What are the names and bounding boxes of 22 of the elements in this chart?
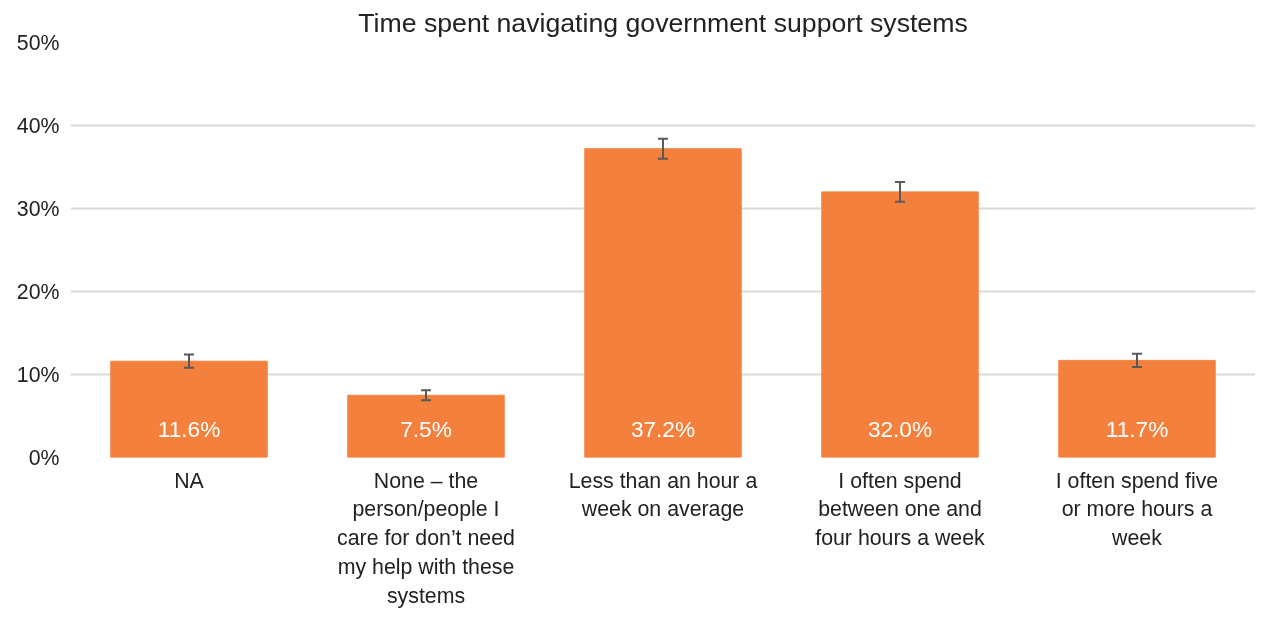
data-label: 11.7% (1105, 415, 1169, 442)
data-label: 32.0% (867, 415, 933, 442)
y-tick-label: 0% (28, 445, 60, 470)
y-tick-label: 10% (16, 362, 60, 387)
bar (584, 148, 742, 458)
bar (347, 394, 505, 458)
bar (1058, 359, 1216, 458)
x-tick-label: None – the person/people I care for don’t need my help with these systems (337, 468, 515, 608)
y-tick-label: 50% (16, 30, 60, 55)
x-tick-label: Less than an hour a week on average (568, 468, 758, 522)
x-tick-label: I often spend between one and four hours a week (815, 468, 986, 551)
chart-title: Time spent navigating government support systems (358, 7, 968, 38)
y-tick-label: 40% (16, 113, 60, 138)
y-tick-label: 20% (16, 279, 60, 304)
x-tick-label: NA (174, 468, 205, 493)
x-tick-label: I often spend five or more hours a week (1055, 468, 1219, 551)
bar (110, 360, 268, 458)
bar (821, 191, 979, 458)
data-label: 37.2% (630, 415, 696, 442)
data-label: 11.6% (157, 415, 221, 442)
y-tick-label: 30% (16, 196, 60, 221)
data-label: 7.5% (400, 415, 452, 442)
